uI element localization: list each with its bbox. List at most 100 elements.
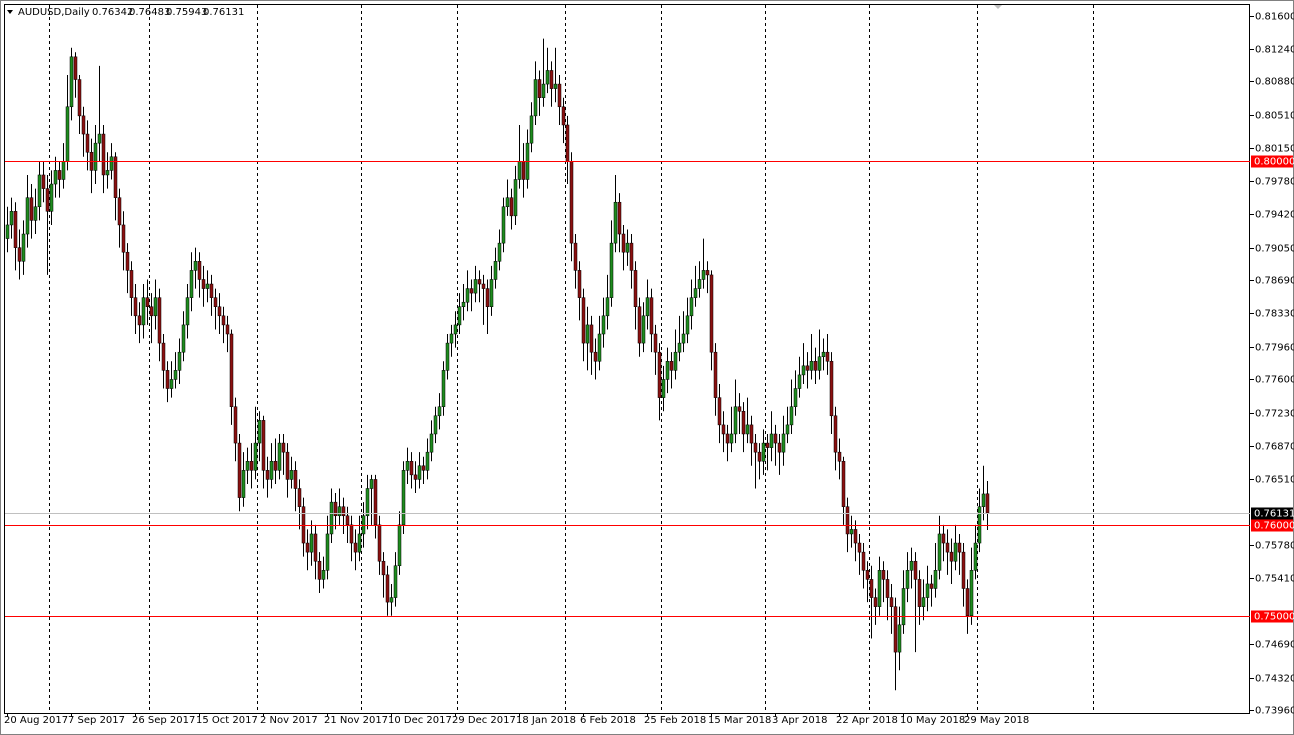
- candle-body: [293, 470, 298, 489]
- candle-body: [757, 451, 762, 462]
- candle-body: [217, 306, 222, 317]
- candle-body: [841, 460, 846, 507]
- candle-body: [513, 179, 518, 217]
- candle-body: [489, 279, 494, 307]
- candle-body: [849, 529, 854, 535]
- y-tick-label: 0.76510: [1255, 475, 1294, 486]
- candle-body: [885, 579, 890, 598]
- candle-body: [161, 342, 166, 371]
- candle-body: [117, 197, 122, 226]
- candle-body: [345, 515, 350, 526]
- level-label: 0.75000: [1254, 612, 1294, 623]
- candle-body: [717, 397, 722, 426]
- candle-body: [497, 242, 502, 262]
- candle-body: [441, 370, 446, 407]
- candle-body: [209, 283, 214, 298]
- candle-body: [901, 588, 906, 626]
- y-tick-label: 0.76870: [1255, 442, 1294, 453]
- x-tick-label: 3 Apr 2018: [772, 715, 827, 726]
- candle-body: [245, 460, 250, 471]
- candle-body: [929, 583, 934, 589]
- candle-body: [729, 433, 734, 444]
- candle-body: [413, 474, 418, 480]
- candle-body: [237, 442, 242, 498]
- candle-body: [269, 460, 274, 480]
- candle-body: [349, 524, 354, 544]
- x-tick-label: 10 May 2018: [900, 715, 965, 726]
- candle-body: [333, 501, 338, 517]
- candle-body: [713, 351, 718, 398]
- candle-body: [709, 274, 714, 353]
- candle-body: [793, 388, 798, 407]
- candle-body: [213, 297, 218, 307]
- candle-body: [21, 233, 26, 262]
- candle-body: [29, 197, 34, 221]
- candle-body: [813, 361, 818, 371]
- candle-body: [85, 133, 90, 153]
- candle-body: [837, 451, 842, 462]
- candle-body: [133, 297, 138, 317]
- candle-body: [705, 270, 710, 276]
- candle-body: [385, 574, 390, 603]
- candle-body: [201, 279, 206, 289]
- candle-body: [473, 279, 478, 294]
- candle-body: [433, 415, 438, 435]
- candle-body: [781, 433, 786, 453]
- candle-body: [609, 242, 614, 298]
- candle-body: [829, 361, 834, 417]
- candle-body: [553, 83, 558, 89]
- candle-body: [865, 570, 870, 580]
- candle-body: [17, 247, 22, 262]
- candle-body: [557, 83, 562, 108]
- candle-body: [165, 370, 170, 389]
- candle-body: [505, 197, 510, 208]
- level-label: 0.80000: [1254, 157, 1294, 168]
- candle-body: [353, 542, 358, 553]
- candle-body: [305, 542, 310, 553]
- candle-body: [965, 588, 970, 617]
- y-tick-label: 0.81600: [1255, 12, 1294, 23]
- candle-body: [657, 351, 662, 398]
- candle-body: [253, 442, 258, 471]
- candle-body: [49, 183, 54, 212]
- candle-body: [933, 570, 938, 589]
- candle-body: [549, 70, 554, 89]
- candle-body: [37, 174, 42, 208]
- candle-body: [889, 597, 894, 607]
- x-tick-label: 15 Mar 2018: [708, 715, 771, 726]
- candle-body: [845, 506, 850, 535]
- candle-body: [661, 379, 666, 398]
- open-value: 0.76342: [92, 7, 133, 18]
- x-tick-label: 7 Sep 2017: [68, 715, 125, 726]
- candle-body: [281, 442, 286, 453]
- level-tag: [1251, 155, 1293, 168]
- candle-body: [685, 315, 690, 335]
- y-tick-label: 0.74320: [1255, 674, 1294, 685]
- candle-body: [457, 306, 462, 326]
- candle-body: [641, 315, 646, 344]
- candle-body: [689, 297, 694, 317]
- candle-body: [745, 424, 750, 435]
- candle-body: [229, 333, 234, 407]
- candle-body: [681, 333, 686, 344]
- candle-body: [721, 424, 726, 435]
- y-tick-label: 0.79050: [1255, 244, 1294, 255]
- candle-body: [25, 197, 30, 235]
- shift-marker: [994, 5, 1002, 9]
- candle-body: [9, 211, 14, 226]
- candle-body: [693, 288, 698, 298]
- close-value: 0.76131: [203, 7, 244, 18]
- candle-body: [981, 493, 986, 507]
- candle-body: [137, 315, 142, 326]
- y-tick-label: 0.75410: [1255, 574, 1294, 585]
- menu-arrow[interactable]: [7, 10, 13, 14]
- candle-body: [961, 551, 966, 589]
- candle-body: [205, 283, 210, 289]
- candle-body: [377, 524, 382, 562]
- candle-body: [81, 115, 86, 135]
- candle-body: [749, 424, 754, 444]
- candle-body: [277, 442, 282, 471]
- candle-body: [861, 551, 866, 571]
- candle-body: [249, 460, 254, 471]
- candle-body: [573, 242, 578, 271]
